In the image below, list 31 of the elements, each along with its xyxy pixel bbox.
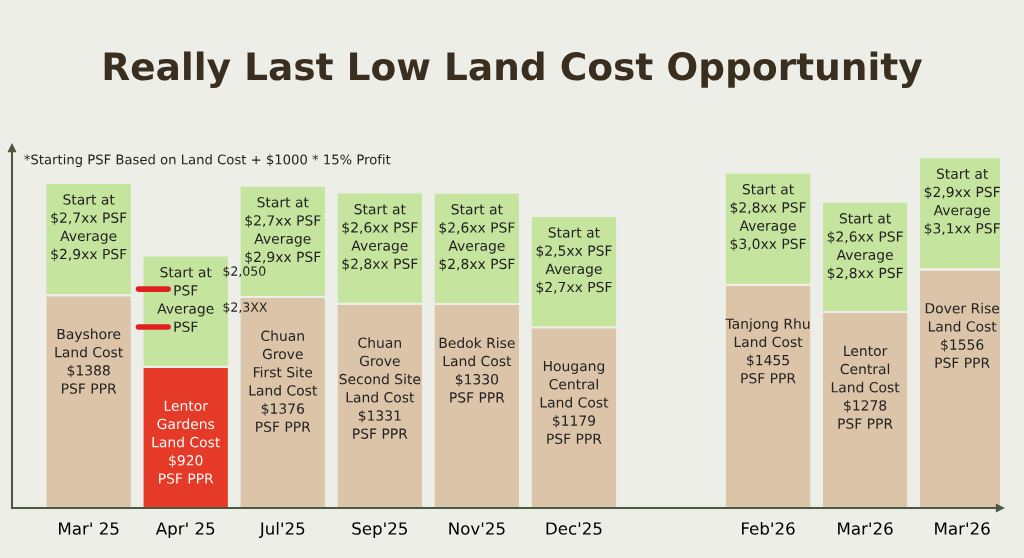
x-tick-label: Nov'25 — [449, 522, 505, 535]
data-label: Start at $2,7xx PSF Average $2,9xx PSF — [245, 197, 321, 264]
data-label: Start at $2,8xx PSF Average $3,0xx PSF — [730, 183, 806, 251]
data-label: Start at $2,6xx PSF Average $2,8xx PSF — [342, 203, 418, 271]
data-label: Chuan Grove Second Site Land Cost $1331 PSF PPR — [339, 337, 421, 439]
data-label: Lentor Central Land Cost $1278 PSF PPR — [831, 345, 900, 429]
annotation: *Starting PSF Based on Land Cost + $1000 * 15% Profit — [24, 154, 391, 167]
data-label: Start at $2,9xx PSF Average $3,1xx PSF — [924, 168, 1000, 236]
data-label: Bayshore Land Cost $1388 PSF PPR — [55, 328, 123, 394]
x-tick-label: Mar'26 — [935, 522, 990, 535]
x-tick-label: Sep'25 — [352, 522, 407, 539]
data-label: Start at $2,7xx PSF Average $2,9xx PSF — [51, 194, 127, 262]
data-label: Hougang Central Land Cost $1179 PSF PPR — [540, 360, 609, 445]
annotation: $2,050 — [223, 266, 266, 278]
data-label: Dover Rise Land Cost $1556 PSF PPR — [925, 302, 1000, 369]
x-tick-label: Mar' 25 — [59, 522, 119, 535]
x-tick-label: Dec'25 — [546, 522, 602, 535]
data-label: Start at $2,6xx PSF Average $2,8xx PSF — [827, 213, 903, 281]
data-label: Bedok Rise Land Cost $1330 PSF PPR — [439, 337, 515, 403]
annotation: $2,3XX — [223, 302, 268, 314]
chart-title: Really Last Low Land Cost Opportunity — [104, 51, 923, 89]
data-label: Lentor Gardens Land Cost $920 PSF PPR — [152, 400, 220, 484]
data-label: Start at $2,5xx PSF Average $2,7xx PSF — [536, 227, 612, 295]
x-tick-label: Mar'26 — [838, 522, 893, 535]
data-label: Chuan Grove First Site Land Cost $1376 PSF PPR — [249, 330, 318, 433]
data-label: Tanjong Rhu Land Cost $1455 PSF PPR — [725, 318, 810, 384]
data-label: Start at PSF Average PSF — [157, 266, 214, 333]
x-tick-label: Apr' 25 — [155, 522, 215, 539]
x-tick-label: Feb'26 — [742, 521, 795, 535]
data-label: Start at $2,6xx PSF Average $2,8xx PSF — [439, 204, 515, 271]
x-tick-label: Jul'25 — [258, 521, 305, 538]
